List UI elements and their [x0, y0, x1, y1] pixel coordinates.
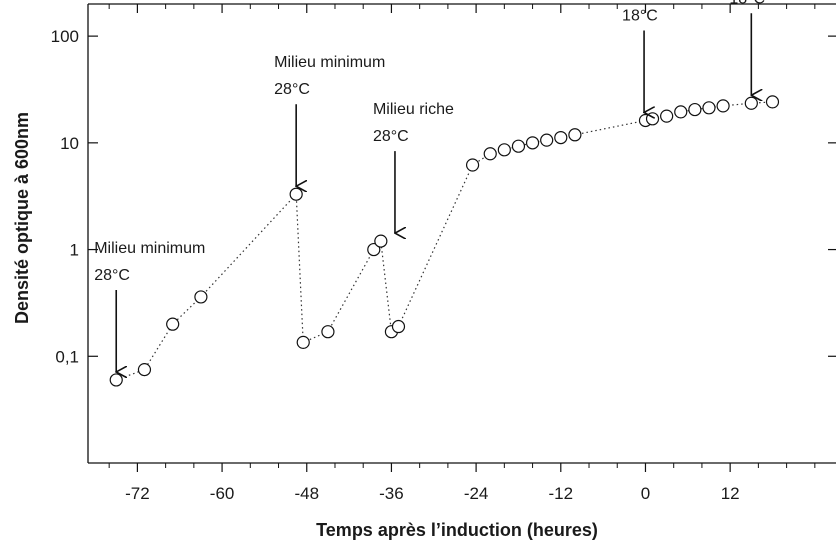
x-axis-title: Temps après l’induction (heures): [316, 520, 598, 540]
data-point: [194, 290, 208, 304]
data-point: [688, 102, 702, 117]
data-point: [374, 234, 388, 248]
data-point: [483, 147, 497, 161]
data-point: [674, 105, 688, 119]
data-point: [511, 139, 526, 153]
annotation-label: Milieu minimum: [274, 54, 385, 71]
data-point: [716, 99, 730, 113]
x-tick-label: -72: [125, 484, 150, 503]
data-point: [465, 158, 480, 172]
y-axis-title: Densité optique à 600nm: [12, 112, 32, 324]
x-tick-label: 12: [721, 484, 740, 503]
data-point: [554, 130, 568, 145]
data-point: [765, 95, 780, 109]
annotation-label: Milieu riche: [373, 101, 454, 118]
data-point: [166, 317, 180, 331]
data-point: [296, 335, 310, 349]
data-point: [367, 242, 381, 257]
data-point: [391, 319, 406, 334]
data-point: [109, 373, 123, 387]
y-tick-label: 0,1: [55, 347, 79, 366]
annotation-label: 28°C: [94, 267, 130, 284]
series-line: [115, 101, 773, 381]
data-point: [645, 112, 660, 126]
x-tick-label: -48: [294, 484, 319, 503]
data-point: [497, 143, 511, 157]
data-point: [137, 363, 152, 377]
data-point: [289, 187, 303, 201]
x-tick-label: -12: [549, 484, 574, 503]
annotation-label: 28°C: [373, 128, 409, 145]
data-point: [321, 325, 335, 339]
annotation-label: 18°C: [729, 0, 765, 7]
y-tick-label: 10: [60, 134, 79, 153]
x-tick-label: -36: [379, 484, 404, 503]
data-point: [660, 109, 674, 123]
x-tick-label: 0: [641, 484, 650, 503]
data-point: [744, 96, 758, 110]
x-tick-label: -60: [210, 484, 235, 503]
y-tick-label: 100: [51, 27, 79, 46]
data-point: [540, 133, 554, 147]
annotation-label: 28°C: [274, 81, 310, 98]
data-point: [702, 101, 716, 115]
data-point: [525, 136, 540, 150]
x-tick-label: -24: [464, 484, 489, 503]
data-point: [568, 128, 582, 142]
annotation-label: Milieu minimum: [94, 240, 205, 257]
annotation-label: 18°C: [622, 7, 658, 24]
y-tick-label: 1: [70, 241, 79, 260]
